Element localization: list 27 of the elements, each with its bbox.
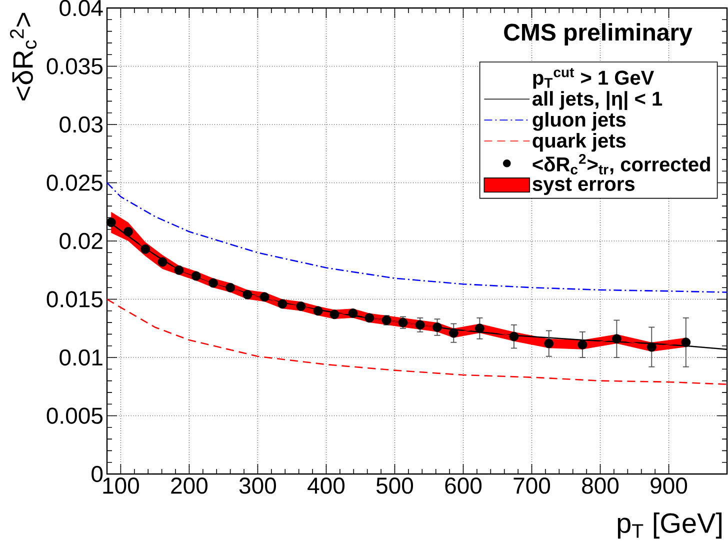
x-tick-label: 600 — [445, 478, 482, 494]
y-tick-label: 0.035 — [46, 58, 103, 74]
y-tick-label: 0.04 — [60, 0, 103, 16]
legend-label: gluon jets — [532, 112, 626, 131]
x-tick-label: 500 — [376, 478, 414, 494]
y-tick-label: 0 — [92, 466, 103, 482]
legend-label: <δR$_{c}$$^{2}$>$_{tr}$, corrected — [532, 154, 710, 175]
x-axis-title: p$_{T}$ [GeV] — [618, 512, 722, 539]
y-axis-title: <δR$_{c}$$^{2}$> — [10, 12, 37, 100]
y-tick-label: 0.02 — [60, 232, 102, 250]
legend-label: syst errors — [532, 178, 634, 195]
y-tick-label: 0.03 — [60, 116, 102, 133]
legend-label: quark jets — [532, 133, 626, 152]
legend-title: p$_{T}$$^{cut}$ > 1 GeV — [533, 68, 654, 89]
x-tick-label: 400 — [308, 478, 345, 494]
x-tick-label: 200 — [171, 478, 208, 494]
y-tick-label: 0.01 — [60, 349, 102, 366]
x-tick-label: 100 — [103, 478, 139, 494]
legend-label: all jets, |η| < 1 — [532, 91, 662, 110]
y-tick-label: 0.005 — [46, 408, 103, 424]
x-tick-label: 800 — [582, 478, 619, 494]
annotation: CMS preliminary — [504, 23, 692, 46]
x-tick-label: 700 — [514, 478, 550, 494]
y-tick-label: 0.025 — [46, 174, 103, 191]
y-tick-label: 0.015 — [46, 291, 103, 308]
x-tick-label: 900 — [650, 478, 688, 494]
x-tick-label: 300 — [239, 478, 276, 494]
